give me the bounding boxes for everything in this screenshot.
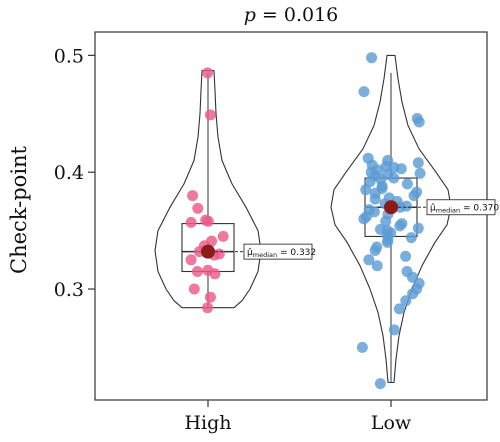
data-point <box>369 245 381 256</box>
data-point <box>369 193 381 205</box>
median-label: μ̂median = 0.332 <box>247 247 316 259</box>
data-point <box>356 341 368 353</box>
data-point <box>400 295 412 307</box>
data-point <box>185 216 197 228</box>
y-tick-label: 0.4 <box>54 162 84 184</box>
data-point <box>185 254 197 266</box>
data-point <box>202 67 214 79</box>
data-point <box>364 176 376 187</box>
data-point <box>393 303 405 315</box>
violin <box>154 70 262 309</box>
data-point <box>358 213 370 225</box>
data-point <box>388 324 400 336</box>
y-tick-label: 0.3 <box>54 279 84 301</box>
x-tick-label: High <box>184 412 231 434</box>
data-point <box>209 268 221 280</box>
x-axis: High Low <box>184 400 412 434</box>
data-point <box>202 302 213 314</box>
chart-title-p: p <box>244 4 256 26</box>
data-point <box>192 202 204 214</box>
group-high: μ̂median = 0.332 <box>154 67 316 314</box>
violin <box>330 54 452 384</box>
chart-title-value: = 0.016 <box>256 4 338 26</box>
x-tick-label: Low <box>371 412 412 434</box>
data-point <box>413 116 425 128</box>
data-point <box>395 163 407 175</box>
y-tick-label: 0.5 <box>54 45 84 67</box>
data-point <box>407 288 419 300</box>
data-point <box>394 220 406 232</box>
median-label-box <box>426 199 496 216</box>
plot-frame <box>94 31 488 401</box>
median-marker <box>201 244 215 259</box>
data-point <box>414 167 426 179</box>
data-point <box>191 266 203 277</box>
median-label: μ̂median = 0.370 <box>430 203 499 215</box>
data-point <box>204 109 216 121</box>
data-point <box>358 86 370 98</box>
data-point <box>204 291 216 303</box>
data-point <box>217 230 229 242</box>
data-point <box>400 250 412 262</box>
data-point <box>401 178 413 190</box>
groups-layer: μ̂median = 0.332 μ̂median = 0.370 <box>154 52 499 390</box>
data-point <box>202 215 214 227</box>
y-axis-label: Check-point <box>7 145 31 274</box>
data-point <box>412 222 424 234</box>
data-point <box>381 236 393 248</box>
data-point <box>380 215 392 227</box>
median-marker <box>384 200 398 215</box>
data-point <box>363 254 375 266</box>
data-point <box>408 190 420 202</box>
chart-title: p = 0.016 <box>244 4 339 26</box>
median-label-box <box>243 243 313 260</box>
data-point <box>188 283 200 295</box>
data-point <box>368 206 380 218</box>
data-point <box>187 190 199 202</box>
data-point <box>388 172 400 184</box>
data-point <box>412 157 424 169</box>
data-point <box>374 378 386 390</box>
data-point <box>366 52 378 64</box>
data-point <box>360 184 372 196</box>
data-point <box>371 260 383 272</box>
y-axis: 0.3 0.4 0.5 <box>54 45 95 301</box>
group-low: μ̂median = 0.370 <box>330 52 499 390</box>
data-point <box>405 232 417 244</box>
